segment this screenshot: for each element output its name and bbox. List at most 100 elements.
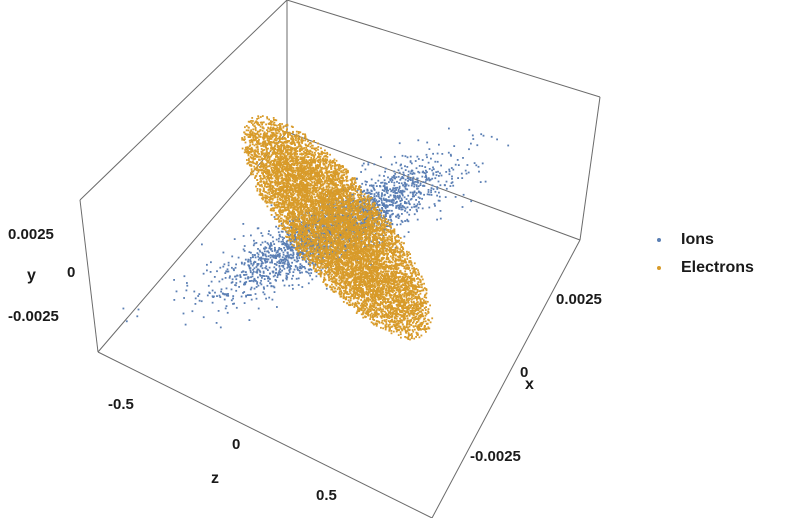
- electrons-point: [386, 239, 389, 242]
- ions-point: [420, 192, 422, 194]
- ions-point: [260, 262, 263, 265]
- ions-point: [456, 159, 459, 161]
- ions-point: [352, 224, 355, 227]
- electrons-point: [299, 253, 302, 255]
- ions-point: [237, 256, 240, 259]
- ions-point: [257, 263, 260, 265]
- electrons-point: [275, 201, 278, 204]
- ions-point: [253, 278, 256, 281]
- electrons-point: [395, 247, 397, 250]
- ions-point: [428, 148, 431, 150]
- ions-point: [387, 176, 389, 179]
- ions-point: [182, 312, 185, 315]
- ions-point: [271, 298, 274, 301]
- ions-point: [301, 251, 304, 254]
- ions-point: [275, 256, 278, 258]
- ions-point: [231, 278, 234, 281]
- electrons-point: [315, 251, 318, 254]
- ions-point: [320, 231, 323, 234]
- ions-point: [403, 235, 406, 238]
- electrons-point: [259, 155, 262, 158]
- electrons-point: [357, 297, 360, 299]
- electrons-point: [320, 221, 323, 224]
- ions-point: [194, 303, 197, 305]
- ions-point: [392, 204, 394, 207]
- ions-point: [287, 261, 290, 264]
- electrons-point: [258, 124, 261, 126]
- electrons-point: [275, 119, 278, 122]
- ions-point: [419, 203, 421, 206]
- ions-point: [383, 210, 386, 213]
- electrons-point: [371, 205, 374, 208]
- ions-point: [253, 242, 256, 245]
- electrons-point: [276, 155, 278, 157]
- electrons-point: [401, 311, 404, 314]
- ions-point: [242, 292, 244, 294]
- electrons-point: [343, 289, 345, 292]
- ions-point: [289, 264, 292, 267]
- electrons-point: [392, 307, 394, 309]
- electrons-point: [376, 212, 379, 214]
- ions-point: [263, 293, 266, 296]
- ions-point: [279, 271, 282, 274]
- electrons-point: [367, 293, 369, 295]
- ions-point: [327, 230, 330, 233]
- electrons-point: [355, 237, 358, 239]
- electrons-point: [266, 165, 269, 168]
- ions-point: [418, 171, 421, 174]
- ions-point: [270, 243, 272, 246]
- ions-point: [394, 194, 396, 197]
- ions-point: [243, 302, 246, 304]
- electrons-point: [324, 158, 327, 160]
- ions-point: [372, 186, 375, 189]
- ions-point: [291, 284, 294, 286]
- ions-point: [470, 200, 473, 203]
- electrons-point: [403, 295, 405, 298]
- electrons-point: [309, 191, 312, 194]
- ions-point: [251, 275, 254, 278]
- ions-point: [385, 210, 388, 213]
- electrons-point: [377, 229, 380, 231]
- electrons-point: [262, 127, 265, 130]
- ions-point: [267, 255, 270, 258]
- electrons-point: [279, 213, 282, 216]
- ions-point: [231, 281, 234, 283]
- ions-point: [291, 249, 294, 252]
- electrons-point: [261, 153, 264, 156]
- ions-point: [259, 274, 262, 277]
- ions-point: [410, 184, 413, 187]
- ions-point: [389, 188, 391, 191]
- ions-point: [252, 280, 255, 283]
- ions-point: [430, 187, 433, 189]
- ions-point: [224, 307, 227, 310]
- ions-point: [425, 153, 428, 156]
- ions-point: [268, 277, 270, 280]
- electrons-point: [413, 269, 416, 272]
- ions-point: [279, 262, 282, 265]
- ions-point: [256, 281, 259, 283]
- electrons-point: [376, 302, 379, 304]
- ions-point: [373, 195, 376, 197]
- electrons-point: [282, 144, 285, 147]
- ions-point: [323, 225, 326, 227]
- ions-point: [275, 225, 277, 228]
- electrons-point: [395, 241, 398, 244]
- electrons-point: [418, 323, 421, 326]
- electrons-point: [315, 179, 317, 182]
- ions-point: [297, 234, 300, 236]
- ions-point: [385, 182, 388, 185]
- ions-point: [373, 199, 376, 202]
- ions-point: [284, 260, 287, 263]
- ions-point: [332, 203, 335, 206]
- ions-point: [385, 199, 387, 201]
- ions-point: [330, 224, 332, 227]
- electrons-point: [370, 220, 373, 222]
- electrons-point: [352, 195, 355, 197]
- electrons-point: [254, 168, 257, 171]
- electrons-point: [311, 255, 314, 258]
- electrons-point: [311, 186, 314, 189]
- electrons-point: [386, 285, 389, 288]
- electrons-point: [429, 304, 431, 307]
- ions-point: [406, 219, 409, 222]
- ions-point: [242, 270, 244, 273]
